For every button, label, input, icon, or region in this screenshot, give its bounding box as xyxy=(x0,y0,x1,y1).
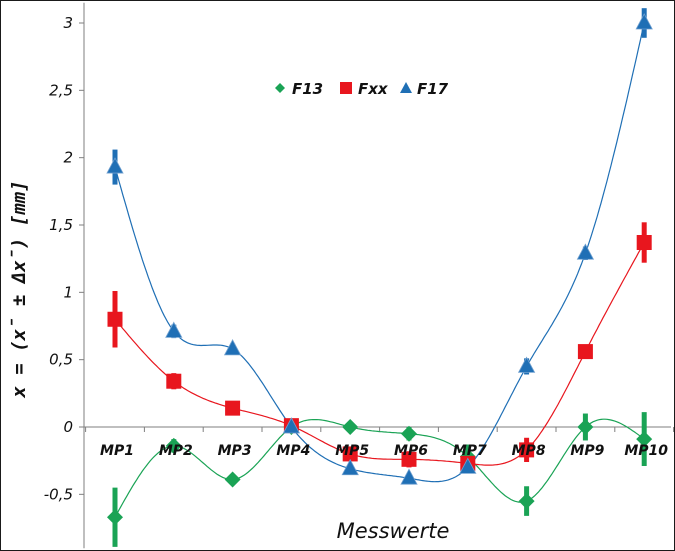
y-tick-label: 2,5 xyxy=(49,81,73,99)
y-tick-label: 0 xyxy=(63,418,73,436)
data-point-f17 xyxy=(165,321,183,338)
data-point-f17 xyxy=(400,468,418,485)
data-point-f17 xyxy=(459,457,477,474)
data-point-f13 xyxy=(518,493,535,510)
data-point-f13 xyxy=(401,425,417,442)
data-point-f13 xyxy=(342,419,359,435)
y-tick-label: 2 xyxy=(63,149,73,167)
data-point-f13 xyxy=(107,509,123,526)
data-point-fxx xyxy=(636,235,652,251)
legend-label: F13 xyxy=(292,80,323,98)
data-point-f17 xyxy=(517,356,536,373)
legend-square-icon xyxy=(340,82,352,94)
x-tick-label: MP8 xyxy=(512,443,546,459)
legend: F13 Fxx F17 xyxy=(275,80,449,98)
legend-label: F17 xyxy=(417,80,449,98)
data-point-f17 xyxy=(106,157,124,174)
legend-label: Fxx xyxy=(358,80,389,98)
data-point-fxx xyxy=(225,400,241,416)
x-tick-label: MP7 xyxy=(453,443,487,459)
trendline-fxx xyxy=(114,242,645,466)
data-point-fxx xyxy=(577,344,593,360)
data-point-f17 xyxy=(341,458,359,476)
data-markers xyxy=(106,13,653,526)
data-point-f17 xyxy=(635,13,653,30)
data-point-fxx xyxy=(401,451,417,467)
x-tick-label: MP4 xyxy=(276,443,310,459)
y-tick-label: 3 xyxy=(63,14,73,32)
data-point-fxx xyxy=(166,373,182,389)
y-axis: -0,5 0 0,5 1 1,5 2 2,5 3 xyxy=(44,2,85,549)
x-tick-label: MP3 xyxy=(218,443,252,459)
x-tick-labels: MP1 MP2 MP3 MP4 MP5 MP6 MP7 MP8 MP9 MP10 xyxy=(100,443,668,459)
x-tick-label: MP2 xyxy=(159,443,193,459)
y-tick-label: -0,5 xyxy=(44,485,73,503)
data-point-fxx xyxy=(342,446,358,462)
y-tick-label: 1,5 xyxy=(49,216,73,234)
x-tick-label: MP5 xyxy=(335,443,369,459)
data-point-f13 xyxy=(636,431,653,448)
y-tick-label: 0,5 xyxy=(49,351,73,369)
trendline-f17 xyxy=(114,22,645,483)
legend-triangle-icon xyxy=(400,82,412,93)
x-axis-title: Messwerte xyxy=(337,519,450,543)
y-tick-label: 1 xyxy=(63,283,73,301)
data-point-fxx xyxy=(107,311,123,327)
x-tick-label: MP6 xyxy=(394,443,428,459)
data-point-f13 xyxy=(224,471,241,488)
x-axis xyxy=(84,426,674,432)
x-tick-label: MP1 xyxy=(100,443,134,459)
trendline-f13 xyxy=(114,418,645,518)
legend-diamond-icon xyxy=(275,83,285,93)
x-tick-label: MP9 xyxy=(570,443,604,459)
x-tick-label: MP10 xyxy=(624,443,668,459)
data-point-f17 xyxy=(223,339,242,356)
data-point-f13 xyxy=(577,419,594,435)
data-point-f13 xyxy=(165,437,182,454)
y-axis-title: x = (x̄ ± Δx̄) [mm] xyxy=(8,180,30,398)
trendlines xyxy=(114,22,645,518)
data-point-fxx xyxy=(519,442,535,458)
data-point-f17 xyxy=(282,417,301,434)
data-point-f17 xyxy=(576,243,595,260)
